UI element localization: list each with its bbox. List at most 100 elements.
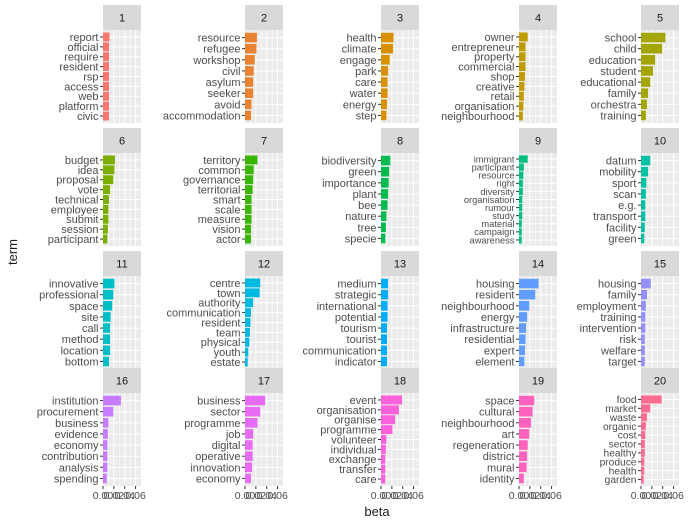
bar [103, 473, 107, 484]
bar [245, 327, 250, 337]
term-label: physical [201, 337, 241, 349]
bar [519, 356, 525, 367]
term-label: care [355, 77, 376, 89]
term-label: strategic [335, 290, 377, 302]
term-label: step [356, 110, 377, 122]
facet-strip [641, 128, 679, 153]
bar [381, 200, 388, 210]
bar [381, 211, 387, 221]
term-label: employment [577, 301, 637, 313]
bar [103, 91, 109, 101]
bar [519, 462, 527, 473]
term-label: team [216, 327, 240, 339]
bar [381, 312, 388, 322]
bar [245, 66, 254, 76]
facet-strip-label: 20 [654, 376, 666, 388]
term-label: bottom [65, 356, 99, 368]
bar [103, 81, 109, 91]
bar [381, 155, 391, 166]
bar [519, 195, 523, 204]
facet-strip-label: 10 [654, 136, 666, 148]
term-label: platform [59, 101, 99, 113]
bar [245, 88, 254, 98]
term-label: volunteer [331, 434, 377, 446]
facet-strip [245, 251, 283, 276]
term-label: study [492, 211, 515, 221]
bar [103, 289, 114, 300]
bar [245, 99, 252, 110]
facet-strip-label: 18 [394, 376, 406, 388]
term-label: exchange [329, 454, 377, 466]
facet-strip-label: 13 [394, 259, 406, 271]
term-label: evidence [54, 429, 98, 441]
bar [381, 405, 399, 415]
term-label: engage [340, 55, 377, 67]
term-label: communication [303, 345, 377, 357]
term-label: civil [222, 66, 240, 78]
bar [245, 288, 260, 298]
bar [641, 431, 646, 440]
facet-strip-label: 14 [532, 259, 544, 271]
term-label: family [608, 88, 637, 100]
term-label: proposal [56, 175, 98, 187]
term-label: transfer [339, 464, 377, 476]
bar [519, 406, 533, 417]
x-tick-label: 0.06 [267, 490, 288, 502]
term-label: organisation [455, 101, 515, 113]
bar [381, 356, 387, 367]
x-tick-label: 0.02 [104, 490, 125, 502]
facet-strip [381, 368, 419, 393]
term-label: web [77, 91, 98, 103]
facet-strip-label: 12 [258, 259, 270, 271]
term-label: spending [54, 473, 99, 485]
facet-strip [519, 128, 557, 153]
term-label: job [225, 429, 241, 441]
bar [641, 99, 647, 110]
term-label: participant [48, 234, 99, 246]
bar [381, 334, 387, 344]
term-label: economy [196, 473, 241, 485]
term-label: site [81, 312, 98, 324]
term-label: e.g. [618, 200, 636, 212]
bar [641, 77, 651, 87]
term-label: waste [609, 413, 637, 424]
facet-strip [519, 251, 557, 276]
bar [641, 334, 645, 344]
term-label: right [496, 179, 515, 189]
term-label: territorial [198, 185, 241, 197]
x-tick-label: 0.04 [652, 490, 673, 502]
term-label: individual [331, 444, 377, 456]
bar [519, 52, 526, 62]
term-label: child [614, 44, 637, 56]
bar [641, 413, 647, 422]
bar [245, 32, 257, 43]
bar [103, 418, 109, 428]
term-label: event [350, 395, 377, 407]
x-tick-label: 0.06 [663, 490, 684, 502]
facet-strip [103, 128, 141, 153]
facet-strip [245, 128, 283, 153]
bar [103, 185, 111, 195]
term-label: actor [216, 234, 241, 246]
term-label: health [347, 33, 377, 45]
bar [641, 457, 645, 466]
term-label: diversity [480, 187, 514, 197]
bar [245, 451, 253, 461]
term-label: tourism [340, 323, 376, 335]
bar [381, 323, 387, 333]
facet-strip-label: 3 [397, 13, 403, 25]
bar [641, 323, 646, 333]
bar [381, 32, 394, 43]
bar [519, 72, 525, 81]
term-label: space [69, 301, 98, 313]
term-label: scale [215, 204, 241, 216]
bar [103, 278, 115, 289]
bar [245, 318, 251, 327]
term-label: civic [77, 111, 99, 123]
bar [641, 178, 647, 188]
bar [641, 395, 662, 404]
bar [641, 448, 645, 457]
bar [641, 289, 647, 300]
bar [641, 345, 645, 356]
